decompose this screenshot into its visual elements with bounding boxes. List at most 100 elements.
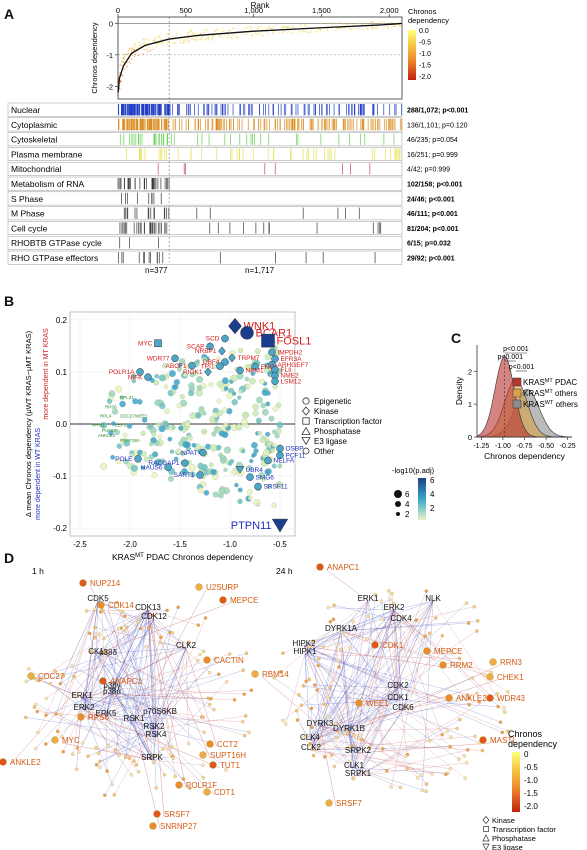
cloud-point (203, 29, 206, 31)
scatter-point (108, 430, 114, 436)
network-edge (319, 609, 395, 727)
category-label: Nuclear (11, 105, 40, 115)
network-node (77, 750, 81, 754)
target-label: CDC27 (38, 672, 65, 681)
cloud-point (146, 37, 149, 40)
scatter-point (215, 356, 221, 362)
cloud-point (131, 58, 133, 61)
network-edge (185, 647, 218, 748)
network-edge (105, 715, 243, 722)
scatter-point (216, 398, 222, 404)
cloud-point (140, 44, 142, 46)
network-node (129, 773, 134, 777)
cloud-point (196, 39, 199, 41)
network-edge (353, 609, 395, 769)
network-edge (303, 600, 434, 647)
cloud-point (348, 22, 350, 25)
network-node (136, 770, 141, 774)
cloud-point (250, 26, 252, 28)
cloud-point (336, 27, 339, 29)
scatter-point (251, 453, 256, 458)
cloud-point (258, 32, 261, 34)
network-node (98, 759, 102, 764)
target-label: SRSF7 (336, 799, 362, 808)
network-edge (304, 630, 342, 655)
scatter-point (237, 347, 244, 354)
cloud-point (126, 61, 129, 64)
network-edge (81, 697, 155, 730)
cloud-point (183, 38, 185, 41)
target-node (27, 672, 35, 680)
scatter-point (197, 487, 204, 494)
scatter-point (208, 381, 214, 387)
scatter-point (260, 402, 266, 409)
scatter-point (188, 464, 196, 472)
category-stat: 4/42; p=0.999 (407, 167, 450, 174)
network-edge (107, 607, 153, 761)
network-node (212, 707, 216, 712)
target-label: ANAPC1 (327, 563, 360, 572)
scatter-point (247, 489, 253, 495)
cloud-point (146, 50, 149, 53)
network-node (326, 605, 331, 610)
cloud-point (189, 30, 192, 32)
scatter-point (167, 475, 174, 482)
y-label-blue: more dependent in WT KRAS (35, 428, 42, 520)
scatter-point (158, 374, 166, 382)
legend-shape-triangle-up (301, 426, 311, 435)
network-node (340, 630, 344, 635)
target-node (77, 713, 85, 721)
network-node (317, 656, 321, 661)
cloud-point (257, 25, 260, 28)
scatter-point (223, 467, 228, 473)
target-node (371, 641, 379, 649)
target-label: U2SURP (206, 583, 238, 592)
cloud-point (206, 29, 208, 32)
category-stat: 81/204; p<0.001 (407, 226, 459, 233)
cloud-point (284, 25, 287, 28)
network-node (495, 691, 500, 696)
target-label: SRSF7 (164, 810, 190, 819)
network-edge (393, 609, 505, 713)
network-edge (83, 600, 99, 711)
network-node (35, 709, 39, 714)
network-edge (81, 697, 161, 715)
x-tick-label: 1,000 (244, 6, 263, 15)
left-gene-label: RPL21 (120, 395, 134, 400)
network-edge (60, 600, 99, 715)
target-node (486, 694, 494, 702)
network-edge (160, 642, 187, 649)
network-edge (319, 617, 436, 727)
scatter-point (275, 482, 282, 489)
hub-label: p38δ (99, 648, 117, 657)
cloud-point (281, 27, 284, 29)
network-edge (310, 730, 350, 751)
x-tick-label: -0.75 (517, 443, 533, 450)
network-edge (393, 609, 435, 655)
network-node (94, 632, 98, 636)
network-node (123, 755, 128, 759)
point-circle (181, 459, 189, 467)
network-node (463, 776, 468, 780)
point-circle (246, 473, 254, 481)
network-node (403, 754, 408, 759)
category-label: Cytoplasmic (11, 120, 58, 130)
cloud-point (379, 20, 382, 22)
target-label: RRN3 (500, 658, 522, 667)
scatter-point (131, 373, 137, 379)
network-edge (159, 713, 172, 755)
scatter-point (164, 408, 170, 415)
cloud-point (186, 39, 189, 42)
cloud-point (217, 29, 219, 31)
target-node (175, 781, 183, 789)
target-node (203, 656, 211, 664)
point-circle (188, 361, 196, 370)
cloud-point (171, 35, 174, 38)
network-node (102, 636, 106, 641)
scatter-point (180, 399, 188, 407)
cloud-point (204, 39, 207, 41)
network-node (307, 645, 312, 649)
cloud-point (268, 26, 271, 28)
color-legend-title: -log10(p.adj) (392, 466, 435, 475)
network-node (247, 730, 251, 735)
